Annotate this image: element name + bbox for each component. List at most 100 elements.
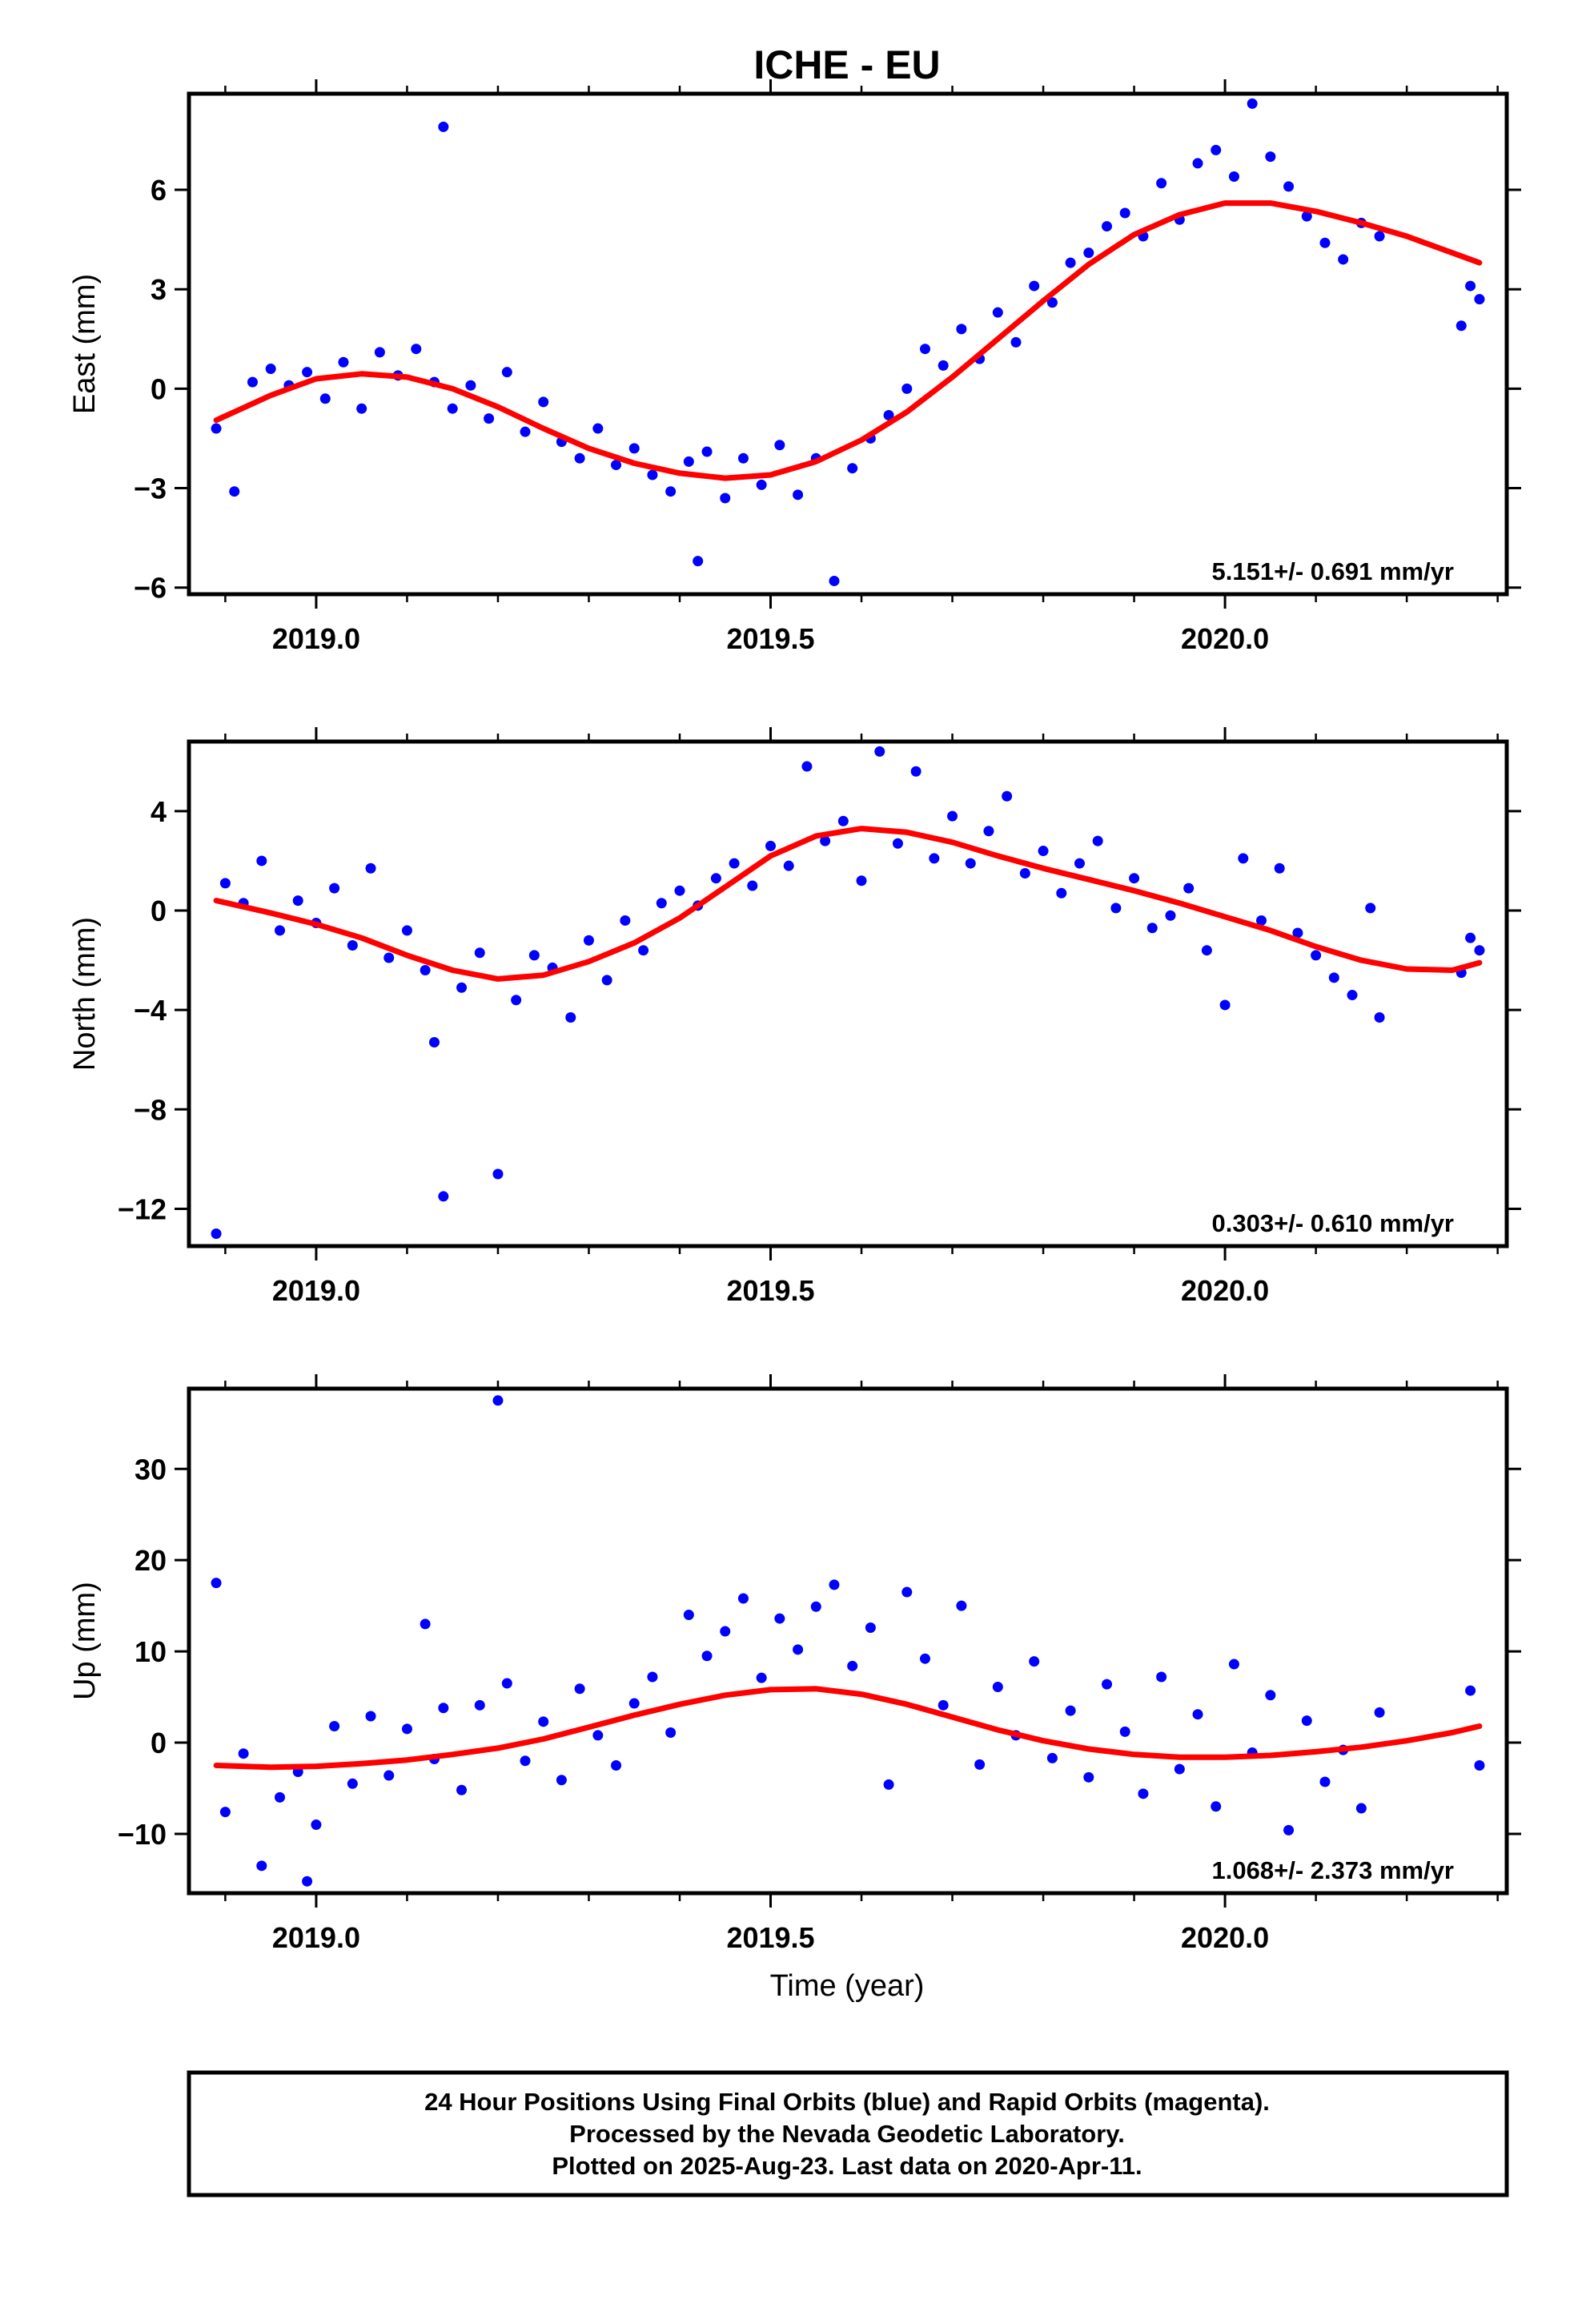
data-point: [492, 1168, 504, 1180]
data-point: [710, 873, 721, 884]
data-point: [701, 1651, 713, 1662]
data-point: [737, 1593, 749, 1604]
data-point: [474, 947, 485, 959]
data-point: [1065, 1705, 1076, 1716]
data-point: [683, 456, 694, 467]
data-point: [620, 915, 631, 926]
y-tick-label: 0: [151, 1727, 167, 1759]
data-point: [583, 935, 594, 946]
data-point: [829, 575, 840, 586]
panel-north: 2019.0 2019.5 2020.0 −12 −8 −4 0 4 North (mm) 0.3…: [68, 727, 1521, 1307]
data-point: [1265, 151, 1276, 163]
data-point: [1292, 927, 1303, 939]
data-point: [1256, 915, 1267, 926]
data-point: [1192, 1709, 1203, 1720]
data-point: [674, 885, 685, 896]
data-point: [456, 982, 468, 993]
data-point: [992, 307, 1003, 318]
rate-label: 5.151+/- 0.691 mm/yr: [1212, 557, 1454, 585]
data-point: [484, 413, 495, 424]
data-point: [783, 860, 794, 871]
data-point: [1338, 254, 1349, 265]
plot-area: [211, 1395, 1485, 1887]
y-axis-label: North (mm): [68, 917, 102, 1071]
data-point: [947, 810, 958, 822]
data-point: [974, 1759, 986, 1770]
data-point: [256, 855, 267, 866]
data-point: [1374, 1011, 1385, 1023]
data-point: [919, 344, 930, 355]
data-point: [1083, 247, 1094, 259]
data-point: [1102, 221, 1113, 232]
data-point: [1029, 1656, 1040, 1667]
data-point: [847, 463, 858, 474]
data-point: [965, 858, 976, 869]
data-point: [556, 1775, 567, 1786]
data-point: [211, 423, 222, 434]
data-point: [1211, 144, 1222, 155]
data-point: [665, 486, 677, 497]
plot-frame: [187, 739, 1509, 1248]
data-point: [1119, 207, 1130, 219]
data-point: [329, 883, 340, 894]
data-point: [611, 460, 622, 471]
plot-frame: [187, 1386, 1509, 1896]
data-point: [401, 1723, 412, 1735]
data-point: [438, 1703, 449, 1714]
data-point: [229, 486, 240, 497]
data-point: [565, 1011, 576, 1023]
data-point: [1319, 237, 1331, 248]
data-point: [638, 945, 649, 956]
chart-title: ICHE - EU: [753, 42, 940, 87]
data-point: [456, 1784, 468, 1795]
data-point: [1365, 903, 1376, 914]
y-tick-label: 30: [135, 1453, 167, 1486]
y-tick-label: −10: [118, 1818, 167, 1851]
data-point: [574, 1683, 585, 1695]
data-point: [219, 1807, 231, 1818]
data-point: [592, 423, 604, 434]
data-point: [1374, 1707, 1385, 1718]
data-point: [1465, 932, 1476, 943]
fit-curve: [213, 826, 1483, 982]
data-point: [1156, 178, 1167, 189]
data-point: [1474, 1760, 1485, 1771]
data-point: [211, 1228, 222, 1239]
data-point: [938, 360, 949, 371]
data-point: [611, 1760, 622, 1771]
data-point: [356, 403, 367, 414]
data-point: [837, 815, 849, 826]
data-point: [592, 1730, 604, 1741]
data-point: [1092, 835, 1103, 846]
data-point: [756, 479, 767, 490]
data-point: [501, 1678, 512, 1689]
data-point: [256, 1860, 267, 1872]
data-point: [302, 367, 313, 378]
data-point: [319, 393, 331, 404]
x-tick-label: 2019.0: [272, 622, 360, 655]
data-point: [856, 875, 867, 887]
data-point: [956, 324, 967, 335]
data-point: [1474, 294, 1485, 305]
data-point: [1146, 923, 1158, 934]
data-point: [265, 364, 276, 375]
y-tick-label: 6: [151, 174, 167, 207]
data-point: [302, 1876, 313, 1887]
data-point: [810, 1601, 821, 1612]
data-point: [865, 1622, 876, 1633]
data-point: [347, 1778, 358, 1789]
data-point: [1238, 853, 1249, 864]
x-tick-label: 2019.5: [726, 1921, 814, 1954]
data-point: [720, 1626, 731, 1637]
y-tick-label: 10: [135, 1635, 167, 1668]
data-point: [1110, 903, 1122, 914]
data-point: [820, 835, 831, 846]
data-point: [383, 1770, 395, 1781]
data-point: [1328, 972, 1339, 983]
panel-up: 2019.0 2019.5 2020.0 −10 0 10 20 30 Up (mm) 1.068…: [68, 1374, 1521, 1954]
panels: 2019.0 2019.5 2020.0 −6 −3 0 3 6 East (mm) 5.151+…: [68, 79, 1521, 1954]
data-point: [992, 1682, 1003, 1693]
data-point: [656, 898, 667, 909]
footer-box: [187, 2070, 1509, 2197]
